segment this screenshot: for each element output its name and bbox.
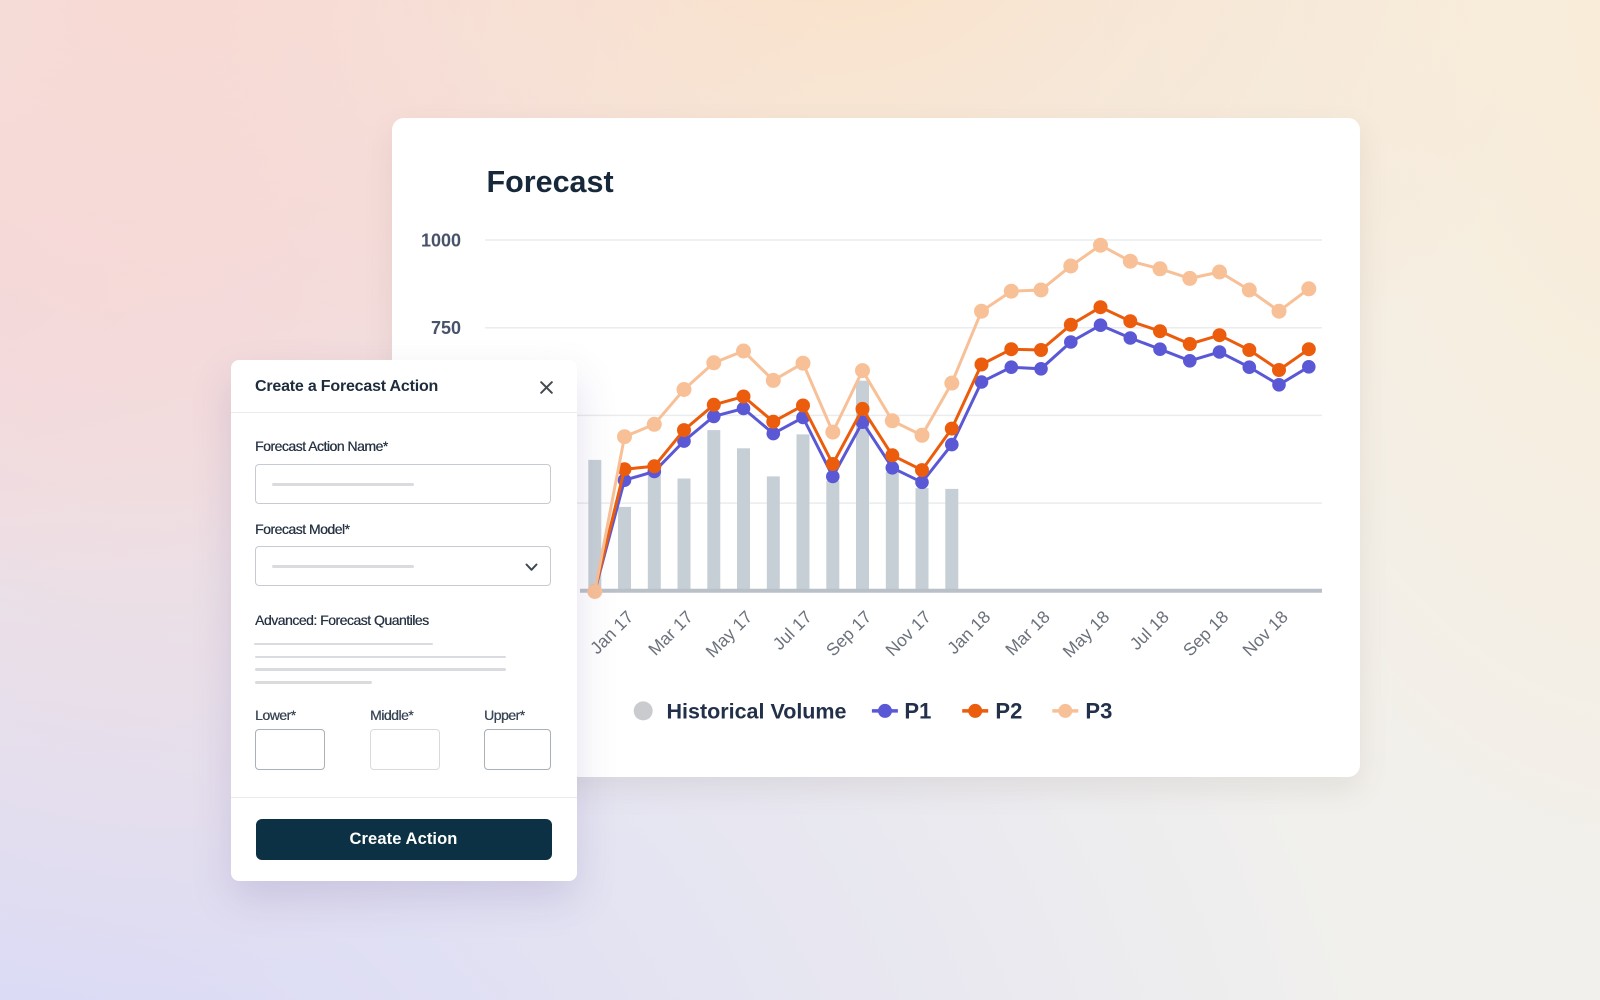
svg-text:Forecast: Forecast: [487, 165, 614, 199]
svg-text:Jan 18: Jan 18: [943, 607, 994, 658]
svg-text:Sep 17: Sep 17: [822, 607, 875, 660]
svg-text:750: 750: [431, 318, 461, 338]
svg-text:Jan 17: Jan 17: [586, 607, 637, 658]
svg-text:Nov 18: Nov 18: [1238, 607, 1291, 660]
svg-text:P1: P1: [904, 698, 931, 723]
svg-text:P2: P2: [995, 698, 1022, 723]
svg-text:May 18: May 18: [1059, 607, 1114, 662]
svg-text:Nov 17: Nov 17: [881, 607, 934, 660]
svg-text:Mar 18: Mar 18: [1001, 607, 1054, 660]
svg-text:Mar 17: Mar 17: [644, 607, 697, 660]
svg-text:Jul 17: Jul 17: [769, 607, 816, 654]
svg-text:Historical Volume: Historical Volume: [667, 699, 847, 723]
svg-text:1000: 1000: [421, 231, 461, 251]
svg-text:Sep 18: Sep 18: [1179, 607, 1232, 660]
svg-text:P3: P3: [1085, 698, 1112, 723]
svg-text:May 17: May 17: [702, 607, 757, 662]
svg-text:Jul 18: Jul 18: [1126, 607, 1173, 654]
